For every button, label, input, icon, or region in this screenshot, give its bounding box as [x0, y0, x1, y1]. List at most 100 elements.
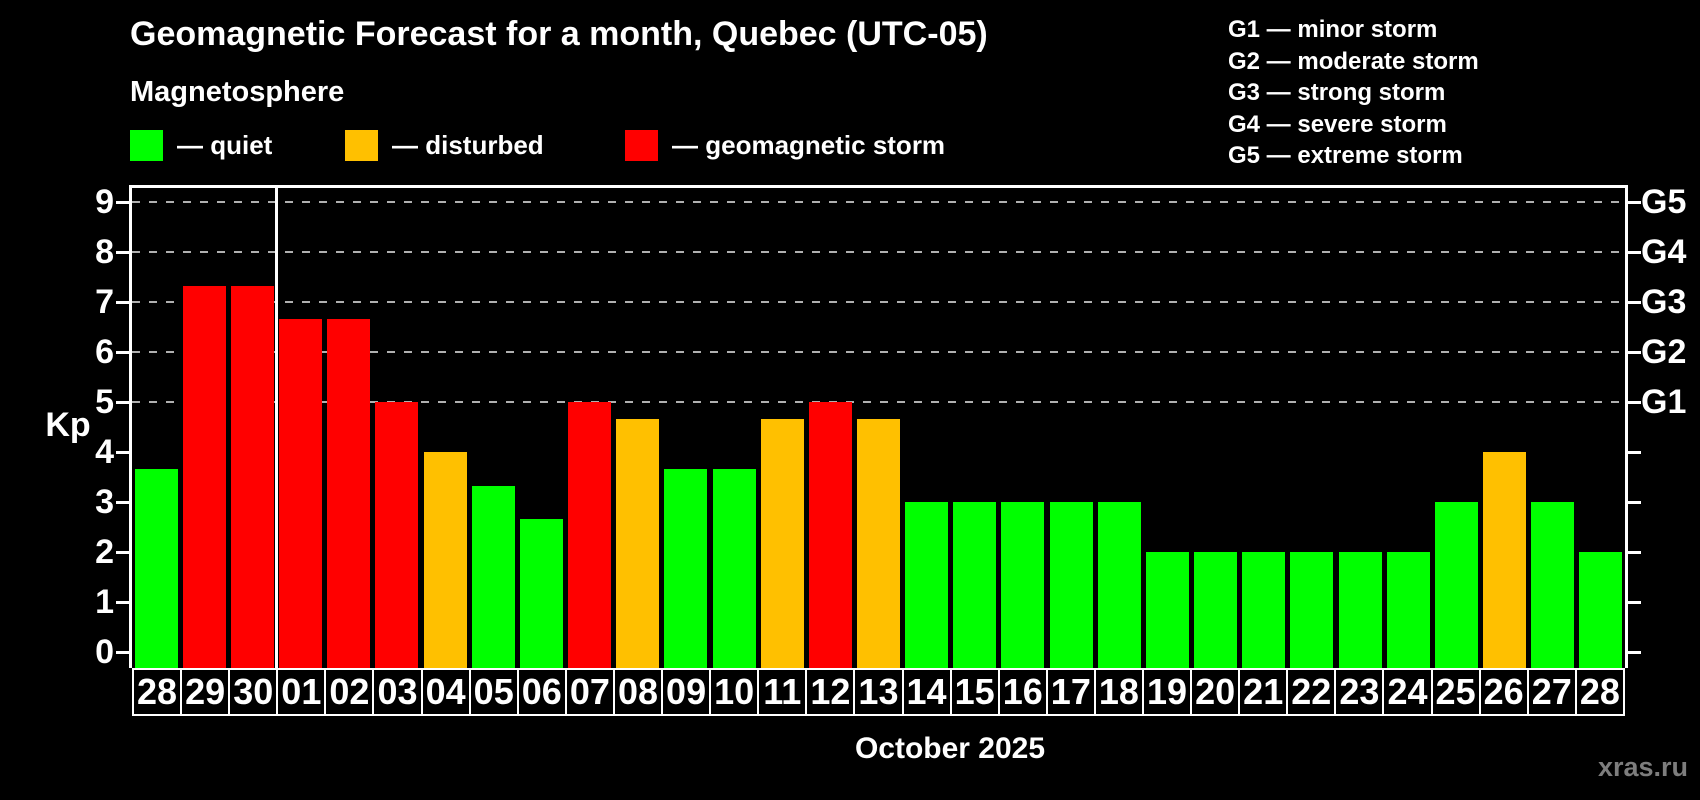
y-tick-left-7: [116, 301, 129, 304]
x-label-day-25-oct: 25: [1430, 668, 1481, 716]
x-label-day-08-oct: 08: [612, 668, 664, 716]
storm-legend-line-g3: G3 — strong storm: [1228, 79, 1446, 107]
month-boundary-line: [274, 185, 278, 668]
chart-title: Geomagnetic Forecast for a month, Quebec…: [130, 15, 988, 53]
x-label-day-17-oct: 17: [1045, 668, 1096, 716]
g-scale-label-g2: G2: [1641, 333, 1687, 371]
bar-day-25-oct: [1434, 502, 1478, 668]
y-tick-label-1: 1: [95, 583, 114, 621]
storm-legend-line-g1: G1 — minor storm: [1228, 16, 1438, 43]
y-tick-left-2: [116, 551, 129, 554]
x-label-day-15-oct: 15: [949, 668, 1000, 716]
gridline-kp7: [132, 301, 1625, 303]
x-axis-date-row: 28 29 30 01 02 03 04 05 06 07 08 09 10 11 12 13 14 15 16 17…: [132, 668, 1625, 716]
g-scale-label-g4: G4: [1641, 233, 1687, 271]
y-tick-right-0: [1628, 651, 1641, 654]
x-label-day-28-oct: 28: [1574, 668, 1625, 716]
x-label-day-12-oct: 12: [805, 668, 856, 716]
gridline-kp5: [132, 401, 1625, 403]
y-tick-right-9: [1628, 201, 1641, 204]
storm-legend-line-g5: G5 — extreme storm: [1228, 142, 1463, 170]
x-label-day-01-oct: 01: [276, 668, 327, 716]
storm-scale-legend: G1 — minor storm G2 — moderate storm G3 — …: [1228, 14, 1479, 172]
legend-swatch-disturbed-icon: [345, 129, 378, 161]
x-label-day-18-oct: 18: [1093, 668, 1144, 716]
x-axis-title: October 2025: [854, 732, 1046, 765]
y-tick-label-0: 0: [95, 633, 114, 671]
bar-day-02-oct: [327, 318, 371, 668]
y-tick-right-1: [1628, 601, 1641, 604]
x-label-day-19-oct: 19: [1141, 668, 1193, 716]
x-label-day-27-oct: 27: [1526, 668, 1577, 716]
x-label-day-06-oct: 06: [516, 668, 567, 716]
y-tick-label-3: 3: [95, 483, 114, 521]
bar-day-30-sep: [230, 285, 274, 668]
legend-item-storm: — geomagnetic storm: [625, 129, 945, 161]
bar-day-11-oct: [760, 418, 804, 668]
y-tick-right-5: [1628, 401, 1641, 404]
y-tick-right-6: [1628, 351, 1641, 354]
y-tick-left-9: [116, 201, 129, 204]
x-label-day-30-sep: 30: [228, 668, 279, 716]
x-label-day-14-oct: 14: [901, 668, 952, 716]
legend-label-storm: — geomagnetic storm: [672, 129, 946, 160]
y-tick-right-8: [1628, 251, 1641, 254]
bar-day-22-oct: [1290, 552, 1334, 668]
legend-label-disturbed: — disturbed: [392, 129, 544, 160]
bar-day-15-oct: [953, 502, 997, 668]
bar-day-28-sep: [134, 468, 178, 668]
bar-day-06-oct: [519, 518, 563, 668]
x-label-day-29-sep: 29: [180, 668, 231, 716]
legend-swatch-quiet-icon: [130, 129, 163, 161]
g-scale-label-g3: G3: [1641, 283, 1687, 321]
bar-day-08-oct: [616, 418, 660, 668]
gridline-kp6: [132, 351, 1625, 353]
x-label-day-16-oct: 16: [997, 668, 1048, 716]
axis-top: [129, 185, 1628, 188]
bar-day-12-oct: [808, 402, 852, 668]
x-label-day-20-oct: 20: [1190, 668, 1241, 716]
y-tick-left-0: [116, 651, 129, 654]
bar-day-01-oct: [279, 318, 323, 668]
y-tick-left-4: [116, 451, 129, 454]
y-tick-label-4: 4: [95, 433, 114, 471]
y-tick-left-1: [116, 601, 129, 604]
bar-day-26-oct: [1483, 452, 1527, 668]
x-label-day-04-oct: 04: [420, 668, 471, 716]
y-tick-left-8: [116, 251, 129, 254]
y-tick-label-2: 2: [95, 533, 114, 571]
bar-day-16-oct: [1001, 502, 1045, 668]
gridline-kp8: [132, 251, 1625, 253]
g-scale-label-g5: G5: [1641, 183, 1687, 221]
plot-area: 0 1 2 3 4 5 6 7 8 9 G1 G2 G3 G4 G5: [95, 183, 1686, 671]
bar-day-19-oct: [1145, 552, 1189, 668]
bar-day-09-oct: [664, 468, 708, 668]
axis-left: [129, 185, 132, 668]
x-label-day-02-oct: 02: [324, 668, 375, 716]
storm-legend-line-g2: G2 — moderate storm: [1228, 47, 1479, 75]
storm-legend-line-g4: G4 — severe storm: [1228, 110, 1447, 138]
y-tick-right-7: [1628, 301, 1641, 304]
x-label-day-05-oct: 05: [468, 668, 519, 716]
y-tick-label-5: 5: [95, 383, 114, 421]
x-label-day-07-oct: 07: [564, 668, 615, 716]
legend-swatch-storm-icon: [625, 129, 658, 161]
legend-label-quiet: — quiet: [177, 129, 273, 160]
bar-day-21-oct: [1242, 552, 1286, 668]
x-label-day-28-sep: 28: [132, 668, 183, 716]
bar-day-29-sep: [182, 285, 226, 668]
y-tick-left-3: [116, 501, 129, 504]
chart-subtitle: Magnetosphere: [130, 76, 345, 108]
y-tick-label-6: 6: [95, 333, 114, 371]
bar-day-13-oct: [857, 418, 900, 668]
bar-day-17-oct: [1049, 502, 1093, 668]
bar-day-24-oct: [1386, 552, 1430, 668]
x-label-day-13-oct: 13: [853, 668, 904, 716]
bar-day-14-oct: [905, 502, 949, 668]
y-tick-left-6: [116, 351, 129, 354]
g-scale-label-g1: G1: [1641, 383, 1687, 421]
y-axis-title: Kp: [45, 406, 91, 444]
bar-day-04-oct: [423, 452, 467, 668]
gridline-kp9: [132, 201, 1625, 203]
